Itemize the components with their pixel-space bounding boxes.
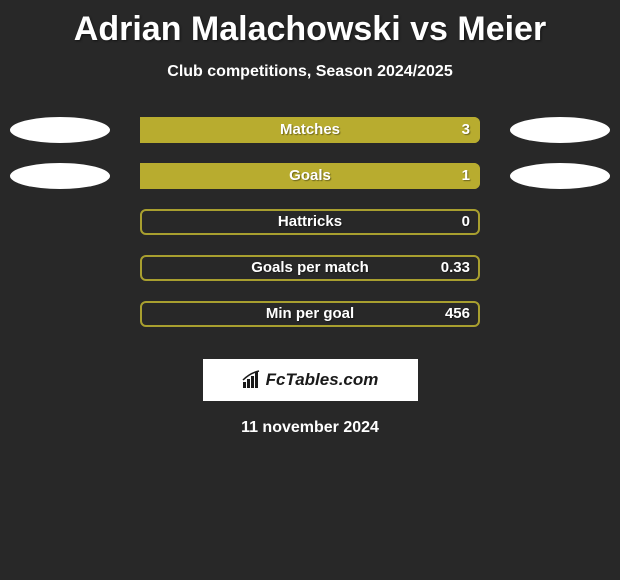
stat-row: Matches3 bbox=[0, 117, 620, 163]
stat-row: Goals1 bbox=[0, 163, 620, 209]
stat-row: Min per goal456 bbox=[0, 301, 620, 347]
chart-icon bbox=[242, 370, 262, 390]
stat-value: 0 bbox=[462, 209, 470, 235]
page-subtitle: Club competitions, Season 2024/2025 bbox=[0, 63, 620, 81]
stat-value: 3 bbox=[462, 117, 470, 143]
stats-container: Matches3Goals1Hattricks0Goals per match0… bbox=[0, 117, 620, 347]
stat-value: 0.33 bbox=[441, 255, 470, 281]
stat-ellipse-left bbox=[10, 117, 110, 143]
stat-value: 456 bbox=[445, 301, 470, 327]
stat-label: Matches bbox=[140, 117, 480, 143]
stat-label: Goals bbox=[140, 163, 480, 189]
branding-logo: FcTables.com bbox=[242, 370, 379, 390]
stat-ellipse-right bbox=[510, 163, 610, 189]
branding-box: FcTables.com bbox=[203, 359, 418, 401]
page-title: Adrian Malachowski vs Meier bbox=[0, 0, 620, 49]
stat-label: Min per goal bbox=[140, 301, 480, 327]
stat-row: Goals per match0.33 bbox=[0, 255, 620, 301]
branding-text: FcTables.com bbox=[266, 370, 379, 390]
stat-label: Hattricks bbox=[140, 209, 480, 235]
stat-ellipse-left bbox=[10, 163, 110, 189]
stat-row: Hattricks0 bbox=[0, 209, 620, 255]
stat-value: 1 bbox=[462, 163, 470, 189]
stat-label: Goals per match bbox=[140, 255, 480, 281]
footer-date: 11 november 2024 bbox=[0, 419, 620, 437]
stat-ellipse-right bbox=[510, 117, 610, 143]
